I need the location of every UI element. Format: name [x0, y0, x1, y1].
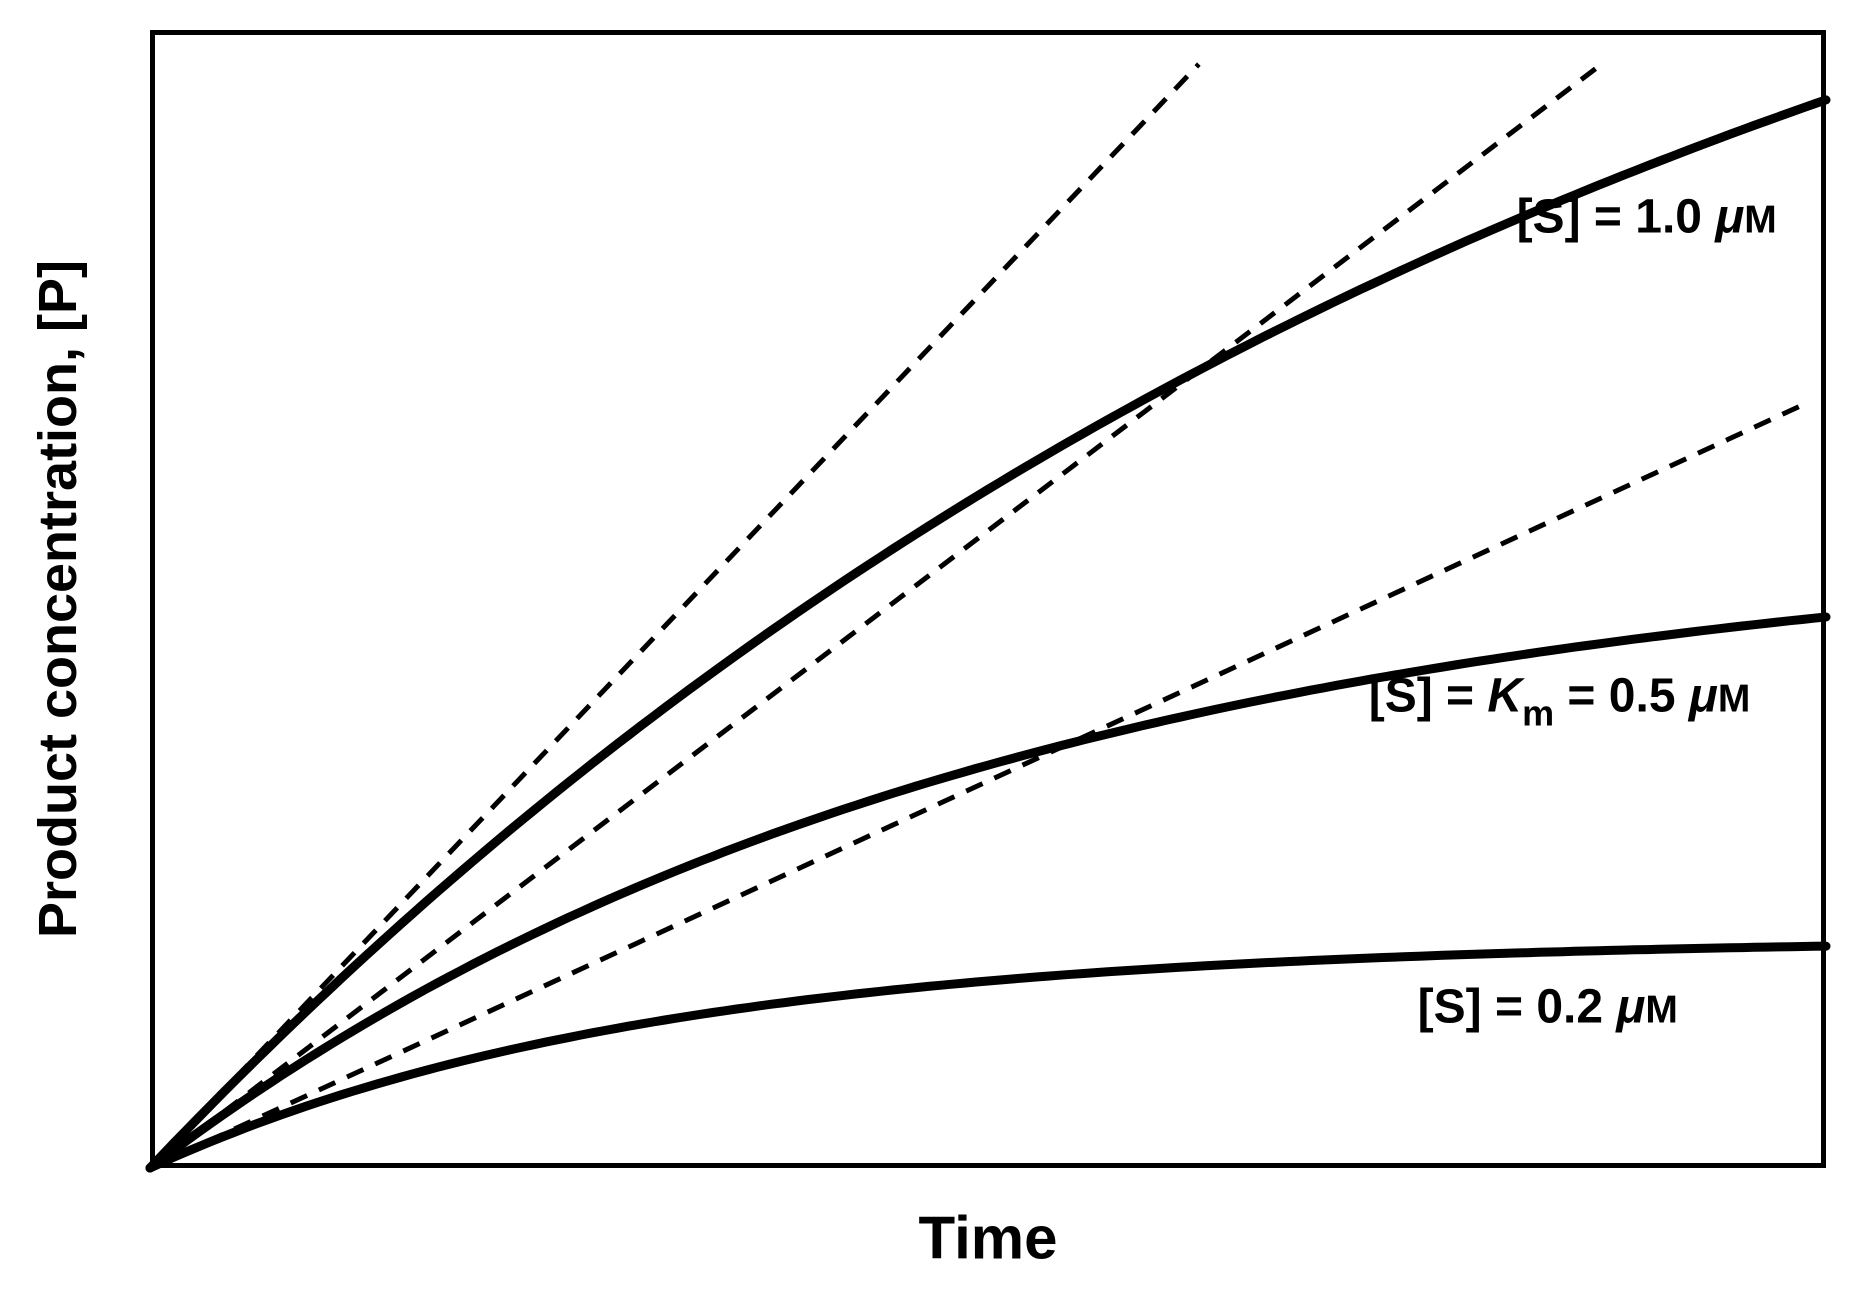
series-label-part: m	[1522, 693, 1554, 734]
series-label-part: [S] = 0.2	[1418, 980, 1617, 1033]
plot-frame	[150, 30, 1826, 1168]
tangent-line-s-km-0-5um	[148, 62, 1604, 1170]
y-axis-label: Product concentration, [P]	[28, 259, 88, 939]
tangent-line-s-1-0um	[148, 62, 1201, 1170]
progress-curve-s-1-0um	[145, 95, 1831, 1173]
series-label-s-0-2um: [S] = 0.2 μM	[1418, 980, 1678, 1033]
series-label-part: M	[1645, 988, 1678, 1031]
series-label-part: M	[1744, 198, 1777, 241]
series-label-part: μ	[1687, 670, 1718, 723]
series-label-part: = 0.5	[1554, 670, 1689, 723]
tangent-line-s-0-2um	[148, 403, 1802, 1171]
series-label-part: μ	[1713, 190, 1744, 243]
series-label-part: M	[1718, 678, 1751, 721]
progress-curve-s-0-2um	[145, 941, 1831, 1173]
series-label-part: [S] = 1.0	[1517, 190, 1716, 243]
series-label-s-1-0um: [S] = 1.0 μM	[1517, 190, 1777, 243]
series-label-part: [S] =	[1369, 670, 1488, 723]
plot-area: [S] = 1.0 μM[S] = Km = 0.5 μM[S] = 0.2 μ…	[145, 30, 1831, 1173]
series-label-part: μ	[1614, 980, 1645, 1033]
progress-curve-s-km-0-5um	[145, 612, 1831, 1173]
x-axis-label: Time	[918, 1204, 1058, 1272]
series-label-part: K	[1487, 670, 1525, 723]
series-label-s-km-0-5um: [S] = Km = 0.5 μM	[1369, 670, 1751, 734]
